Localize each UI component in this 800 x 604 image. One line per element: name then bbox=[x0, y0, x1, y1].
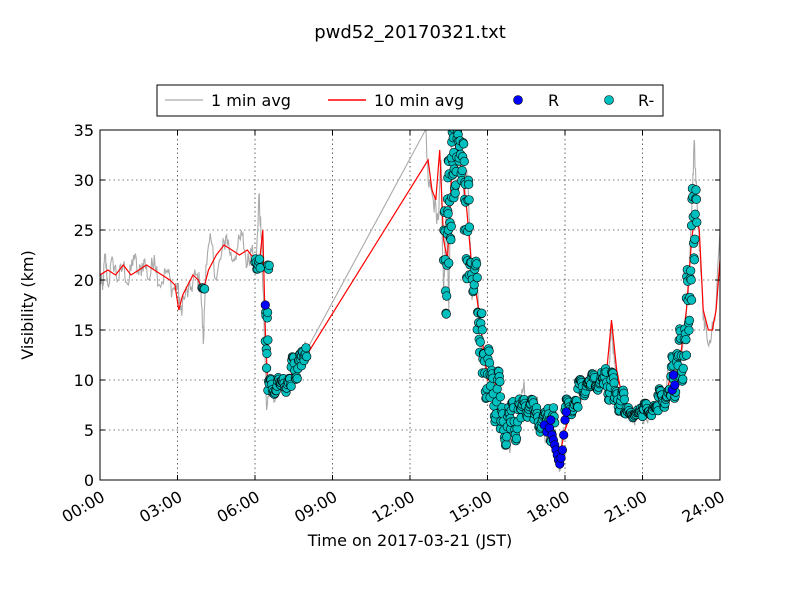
marker-r-minus bbox=[477, 325, 487, 335]
chart-title: pwd52_20170321.txt bbox=[314, 22, 506, 43]
marker-r-minus bbox=[501, 439, 511, 450]
marker-r-minus bbox=[459, 156, 469, 166]
marker-r-minus bbox=[472, 273, 482, 283]
marker-r-minus bbox=[472, 259, 482, 269]
marker-r-minus bbox=[446, 235, 456, 245]
y-tick-label: 10 bbox=[74, 371, 94, 390]
marker-r-minus bbox=[459, 139, 469, 149]
marker-r-minus bbox=[262, 363, 272, 373]
marker-r-minus bbox=[446, 221, 456, 231]
marker-r-minus bbox=[692, 217, 702, 227]
marker-r-minus bbox=[684, 325, 694, 335]
marker-r-minus bbox=[302, 352, 312, 362]
y-axis-label: Visibility (km) bbox=[18, 250, 37, 359]
marker-r-minus bbox=[286, 381, 296, 391]
marker-r bbox=[560, 415, 570, 425]
marker-r-minus bbox=[444, 258, 454, 268]
marker-r-minus bbox=[475, 337, 485, 347]
marker-r-minus bbox=[477, 308, 487, 318]
marker-r-minus bbox=[254, 254, 265, 264]
marker-r-minus bbox=[262, 348, 272, 359]
legend-marker-r-minus bbox=[604, 95, 614, 105]
marker-r bbox=[559, 430, 569, 440]
legend-marker-r bbox=[513, 95, 523, 105]
y-tick-label: 15 bbox=[74, 321, 94, 340]
marker-r-minus bbox=[464, 195, 474, 205]
y-tick-label: 25 bbox=[74, 221, 94, 240]
marker-r-minus bbox=[495, 392, 506, 402]
marker-r-minus bbox=[678, 363, 688, 374]
marker-r-minus bbox=[264, 260, 274, 271]
marker-r-minus bbox=[689, 255, 700, 265]
marker-r-minus bbox=[464, 222, 475, 232]
marker-r-minus bbox=[442, 291, 452, 301]
marker-r-minus bbox=[691, 194, 702, 204]
marker-r-minus bbox=[443, 209, 453, 219]
marker-r-minus bbox=[684, 315, 695, 326]
marker-r-minus bbox=[263, 335, 273, 345]
marker-r-minus bbox=[686, 295, 697, 305]
marker-r bbox=[670, 380, 680, 390]
marker-r-minus bbox=[619, 394, 630, 405]
marker-r-minus bbox=[292, 374, 302, 384]
y-tick-label: 0 bbox=[84, 471, 94, 490]
marker-r-minus bbox=[511, 434, 522, 444]
marker-r-minus bbox=[678, 374, 688, 384]
marker-r-minus bbox=[495, 377, 505, 387]
legend: 1 min avg 10 min avg R R- bbox=[156, 84, 664, 117]
legend-label-1min: 1 min avg bbox=[211, 91, 291, 110]
marker-r bbox=[556, 453, 566, 463]
y-tick-label: 20 bbox=[74, 271, 94, 290]
marker-r bbox=[260, 300, 270, 310]
marker-r bbox=[557, 445, 568, 455]
plot-area bbox=[100, 130, 720, 472]
marker-r-minus bbox=[255, 263, 265, 273]
marker-r-minus bbox=[301, 343, 311, 353]
marker-r-minus bbox=[681, 350, 692, 360]
marker-r bbox=[561, 407, 571, 417]
legend-label-10min: 10 min avg bbox=[374, 91, 464, 110]
marker-r-minus bbox=[502, 432, 512, 442]
marker-r-minus bbox=[484, 346, 494, 356]
y-tick-label: 35 bbox=[74, 121, 94, 140]
marker-r-minus bbox=[441, 309, 451, 319]
marker-r-minus bbox=[690, 209, 700, 219]
x-axis-label: Time on 2017-03-21 (JST) bbox=[307, 531, 512, 550]
marker-r bbox=[668, 370, 679, 380]
marker-r-minus bbox=[686, 266, 696, 276]
marker-r-minus bbox=[691, 185, 701, 195]
legend-label-r-minus: R- bbox=[638, 91, 654, 110]
marker-r-minus bbox=[464, 179, 474, 189]
marker-r-minus bbox=[457, 165, 467, 176]
legend-label-r: R bbox=[548, 91, 559, 110]
marker-r-minus bbox=[450, 188, 460, 198]
y-tick-label: 30 bbox=[74, 171, 94, 190]
marker-r-minus bbox=[681, 335, 691, 345]
marker-r-minus bbox=[686, 275, 696, 285]
marker-r bbox=[546, 415, 556, 425]
marker-r-minus bbox=[200, 284, 210, 294]
marker-r-minus bbox=[573, 402, 583, 412]
marker-r-minus bbox=[548, 403, 559, 413]
marker-r-minus bbox=[690, 234, 700, 244]
y-tick-label: 5 bbox=[84, 421, 94, 440]
